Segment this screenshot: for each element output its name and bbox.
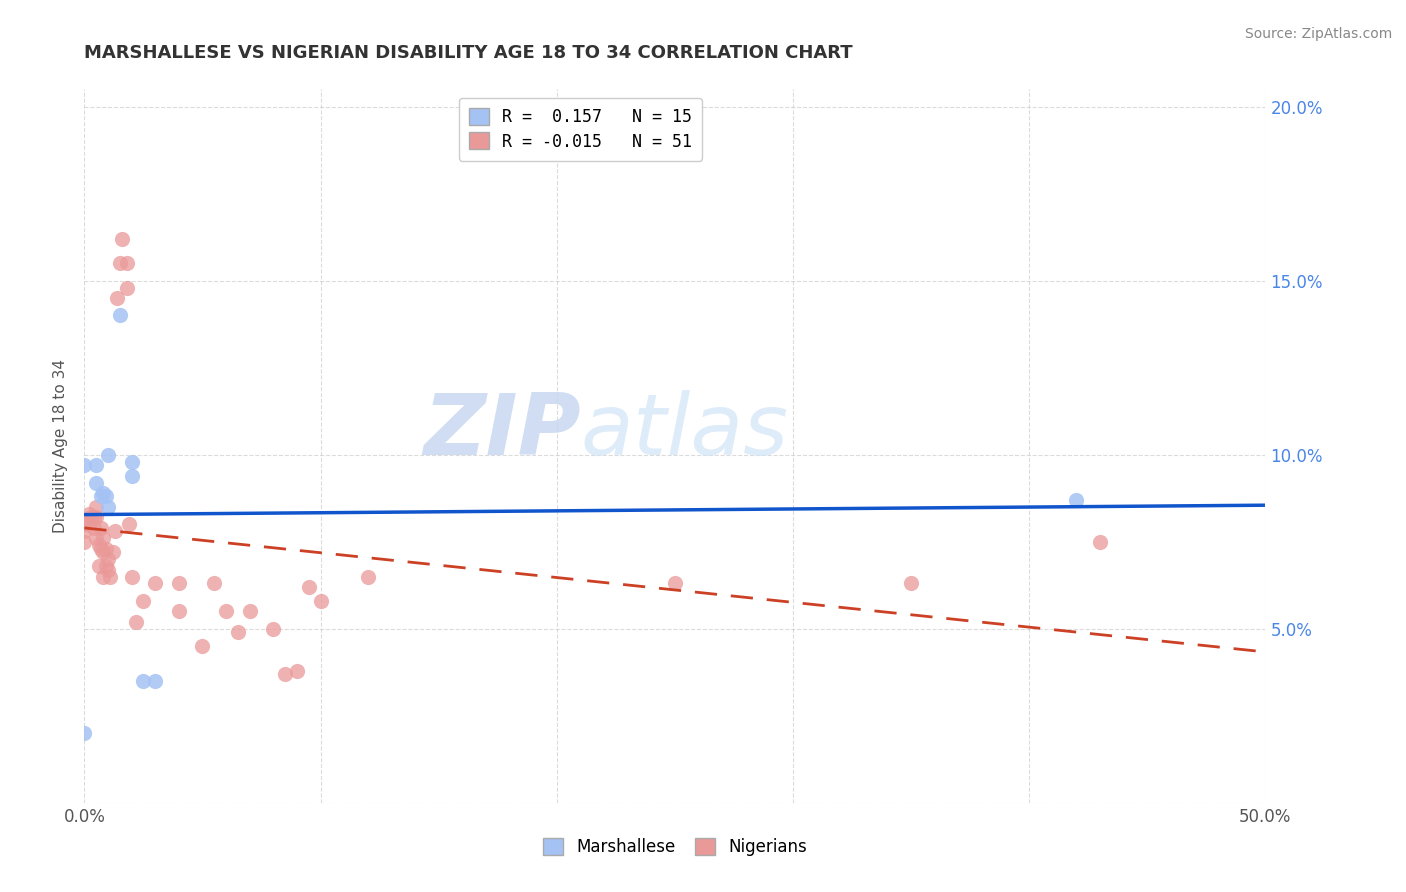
Point — [90, 521, 112, 535]
Point — [143, 576, 166, 591]
Point — [98, 569, 121, 583]
Point — [118, 517, 141, 532]
Y-axis label: Disability Age 18 to 34: Disability Age 18 to 34 — [53, 359, 69, 533]
Point — [121, 468, 143, 483]
Point — [84, 475, 107, 490]
Point — [73, 534, 96, 549]
Point — [87, 559, 110, 574]
Point — [73, 517, 96, 532]
Point — [84, 531, 107, 545]
Point — [262, 622, 284, 636]
Point — [97, 552, 120, 566]
Point — [73, 726, 96, 740]
Point — [1088, 534, 1111, 549]
Point — [97, 563, 120, 577]
Point — [191, 639, 214, 653]
Point — [84, 510, 107, 524]
Point — [94, 559, 117, 574]
Point — [115, 280, 138, 294]
Point — [107, 291, 129, 305]
Point — [101, 545, 124, 559]
Point — [77, 517, 100, 532]
Text: ZIP: ZIP — [423, 390, 581, 474]
Text: atlas: atlas — [581, 390, 789, 474]
Point — [91, 486, 114, 500]
Point — [132, 594, 155, 608]
Point — [83, 510, 105, 524]
Point — [108, 256, 131, 270]
Point — [80, 510, 103, 524]
Point — [91, 531, 114, 545]
Point — [143, 673, 166, 688]
Point — [94, 541, 117, 556]
Text: Source: ZipAtlas.com: Source: ZipAtlas.com — [1244, 27, 1392, 41]
Point — [84, 458, 107, 472]
Text: MARSHALLESE VS NIGERIAN DISABILITY AGE 18 TO 34 CORRELATION CHART: MARSHALLESE VS NIGERIAN DISABILITY AGE 1… — [84, 45, 853, 62]
Point — [215, 604, 238, 618]
Point — [73, 524, 96, 539]
Point — [664, 576, 686, 591]
Point — [167, 576, 190, 591]
Legend: Marshallese, Nigerians: Marshallese, Nigerians — [533, 828, 817, 866]
Point — [121, 455, 143, 469]
Point — [97, 448, 120, 462]
Point — [84, 500, 107, 514]
Point — [111, 232, 134, 246]
Point — [97, 500, 120, 514]
Point — [1066, 492, 1088, 507]
Point — [94, 490, 117, 504]
Point — [309, 594, 332, 608]
Point — [90, 490, 112, 504]
Point — [83, 521, 105, 535]
Point — [285, 664, 308, 678]
Point — [104, 524, 127, 539]
Point — [91, 545, 114, 559]
Point — [87, 538, 110, 552]
Point — [77, 507, 100, 521]
Point — [274, 667, 297, 681]
Point — [226, 625, 249, 640]
Point — [132, 673, 155, 688]
Point — [91, 569, 114, 583]
Point — [202, 576, 225, 591]
Point — [125, 615, 148, 629]
Point — [90, 541, 112, 556]
Point — [298, 580, 321, 594]
Point — [121, 569, 143, 583]
Point — [900, 576, 922, 591]
Point — [108, 309, 131, 323]
Point — [73, 458, 96, 472]
Point — [357, 569, 380, 583]
Point — [115, 256, 138, 270]
Point — [239, 604, 262, 618]
Point — [167, 604, 190, 618]
